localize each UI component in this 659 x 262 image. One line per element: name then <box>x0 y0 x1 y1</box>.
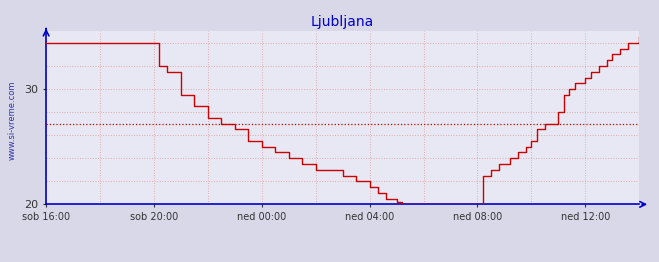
Title: Ljubljana: Ljubljana <box>311 15 374 29</box>
Text: www.si-vreme.com: www.si-vreme.com <box>8 81 17 160</box>
